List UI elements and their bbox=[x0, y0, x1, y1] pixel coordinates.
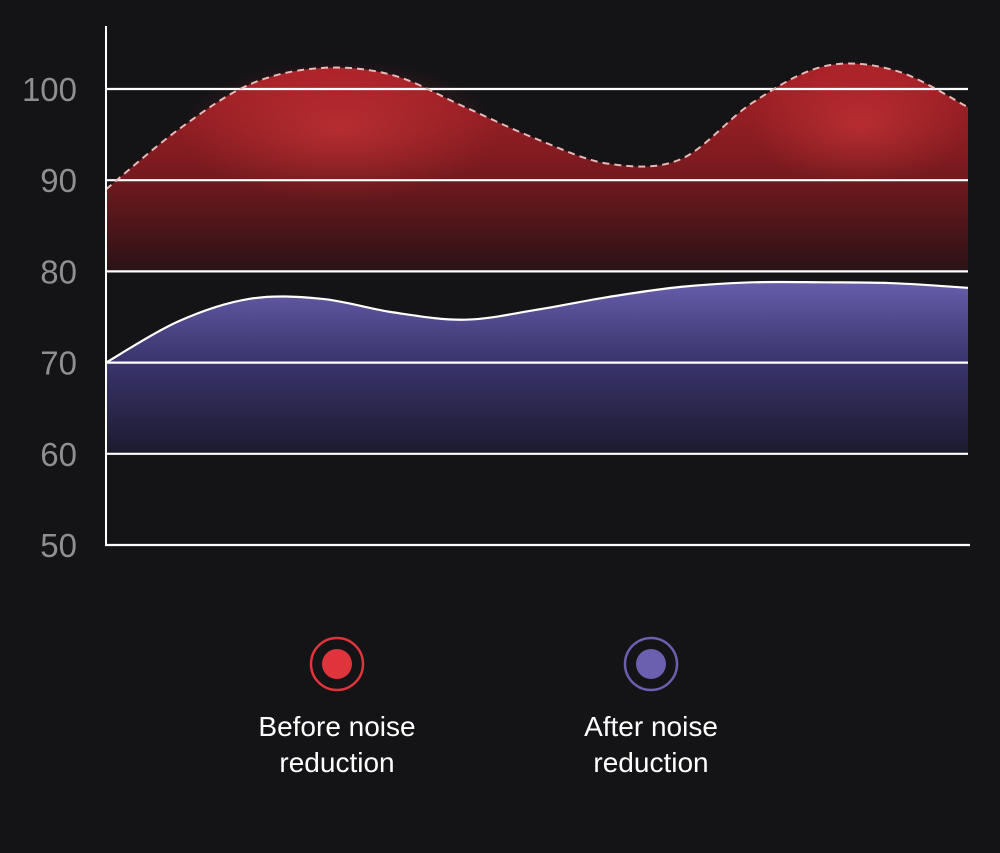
y-tick-label-60: 60 bbox=[40, 436, 77, 473]
y-tick-label-50: 50 bbox=[40, 527, 77, 564]
glow-before-peak-1 bbox=[180, 60, 500, 200]
y-tick-label-80: 80 bbox=[40, 253, 77, 290]
area-chart: 50 60 70 80 90 100 bbox=[22, 26, 970, 564]
series-line-after bbox=[105, 280, 969, 364]
legend-marker-before-icon bbox=[309, 636, 365, 692]
y-tick-label-100: 100 bbox=[22, 71, 77, 108]
legend-label-after: After noise reduction bbox=[584, 711, 718, 778]
legend-item-before: Before noise reduction bbox=[207, 636, 467, 781]
area-after bbox=[106, 281, 968, 454]
y-tick-label-70: 70 bbox=[40, 345, 77, 382]
y-tick-label-90: 90 bbox=[40, 162, 77, 199]
legend-label-before: Before noise reduction bbox=[258, 711, 416, 778]
legend-item-after: After noise reduction bbox=[521, 636, 781, 781]
series-line-before bbox=[105, 62, 969, 191]
glow-before-peak-2 bbox=[750, 65, 970, 185]
legend-marker-after-icon bbox=[623, 636, 679, 692]
